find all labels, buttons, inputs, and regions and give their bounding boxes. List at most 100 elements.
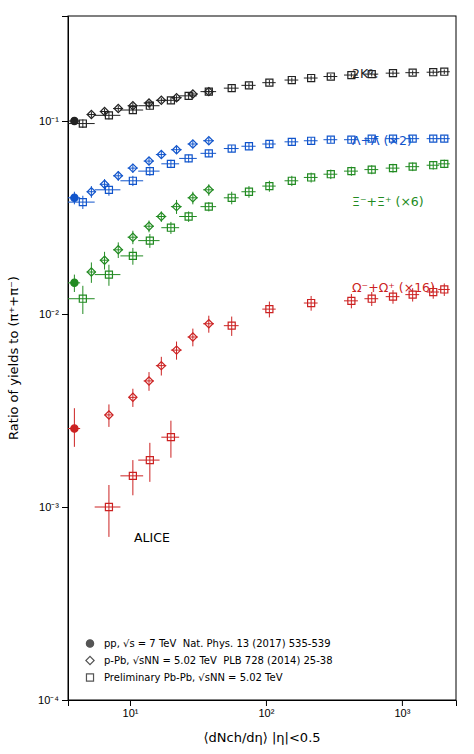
point [129, 233, 137, 241]
point [129, 106, 136, 113]
x-error-bar [68, 298, 95, 299]
point [348, 168, 355, 175]
point [105, 411, 113, 419]
tick: 10¹ [123, 700, 139, 719]
x-error-bar [161, 100, 179, 101]
x-error-bar [68, 123, 95, 124]
y-error-bar [192, 329, 193, 347]
y-error-bar [149, 372, 150, 391]
chart-svg: 10¹10²10³10⁻⁴10⁻³10⁻²10⁻¹⟨dNch/dη⟩ |η|<0… [0, 0, 474, 754]
particle-label: 2K⁰ₛ [352, 66, 378, 81]
x-error-bar [179, 95, 197, 96]
x-error-bar [179, 216, 197, 217]
y-error-bar [149, 102, 150, 109]
y-error-bar [132, 389, 133, 407]
y-axis: 10⁻⁴10⁻³10⁻²10⁻¹ [38, 17, 68, 707]
tick: 10⁻¹ [39, 115, 68, 127]
point [205, 186, 213, 194]
y-error-bar [248, 143, 249, 150]
particle-label: Ω⁻+Ω⁺ (×16) [352, 280, 435, 295]
legend-symbol [86, 640, 93, 647]
point [389, 70, 396, 77]
x-error-bar [95, 189, 121, 190]
point [71, 194, 78, 201]
point [327, 171, 334, 178]
point [114, 104, 122, 112]
point [79, 295, 86, 302]
point [189, 90, 197, 98]
y-error-bar [231, 145, 232, 152]
annotations: 2K⁰ₛΛ+Λ̄ (×2)Ξ⁻+Ξ̄⁺ (×6)Ω⁻+Ω⁺ (×16)ALICE [134, 66, 435, 545]
point [185, 155, 192, 162]
x-error-bar [200, 91, 216, 92]
point [266, 79, 273, 86]
point [430, 135, 437, 142]
tick-mark [62, 700, 68, 701]
legend-item: pp, √s = 7 TeV Nat. Phys. 13 (2017) 535-… [86, 638, 330, 649]
point [308, 137, 315, 144]
y-error-bar [269, 80, 270, 85]
point [308, 174, 315, 181]
particle-label: Ξ⁻+Ξ̄⁺ (×6) [352, 194, 424, 209]
point [145, 157, 153, 165]
point [308, 299, 315, 306]
y-error-bar [330, 137, 331, 143]
tick-mark [62, 507, 68, 508]
series [87, 137, 214, 198]
legend-symbol [86, 674, 93, 681]
point [288, 138, 295, 145]
y-error-bar [149, 234, 150, 248]
x-error-bar [138, 240, 159, 241]
point [308, 74, 315, 81]
point [245, 143, 252, 150]
y-error-bar [108, 404, 109, 426]
point [145, 222, 153, 230]
point [185, 213, 192, 220]
tick-mark [62, 314, 68, 315]
y-error-bar [311, 138, 312, 144]
point [327, 136, 334, 143]
y-error-bar [104, 252, 105, 270]
point [167, 97, 174, 104]
x-error-bar [120, 180, 143, 181]
tick-mark [62, 121, 68, 122]
point [79, 199, 86, 206]
y-error-bar [433, 136, 434, 142]
point [167, 160, 174, 167]
point [105, 503, 112, 510]
x-error-bar [138, 105, 159, 106]
point [288, 77, 295, 84]
point [146, 102, 153, 109]
y-error-bar [208, 316, 209, 333]
series [68, 68, 450, 128]
point [114, 246, 122, 254]
x-error-bar [120, 110, 143, 111]
x-error-bar [95, 274, 121, 275]
point [430, 69, 437, 76]
y-error-bar [176, 342, 177, 360]
x-error-bar [138, 171, 159, 172]
point [167, 224, 174, 231]
point [146, 457, 153, 464]
point [146, 237, 153, 244]
series [87, 184, 214, 283]
y-error-bar [170, 97, 171, 104]
point [71, 425, 78, 432]
point [389, 165, 396, 172]
point [266, 306, 273, 313]
x-error-bar [161, 227, 179, 228]
y-error-bar [444, 69, 445, 74]
legend-item: Preliminary Pb-Pb, √sNN = 5.02 TeV [86, 672, 282, 683]
tick: 10⁻⁴ [38, 694, 68, 706]
point [105, 271, 112, 278]
point [129, 472, 136, 479]
series [87, 87, 214, 118]
point [368, 295, 375, 302]
point [327, 73, 334, 80]
point [167, 434, 174, 441]
x-error-bar [179, 158, 197, 159]
y-error-bar [351, 294, 352, 308]
point [157, 150, 165, 158]
point [348, 297, 355, 304]
x-error-bar [95, 115, 121, 116]
